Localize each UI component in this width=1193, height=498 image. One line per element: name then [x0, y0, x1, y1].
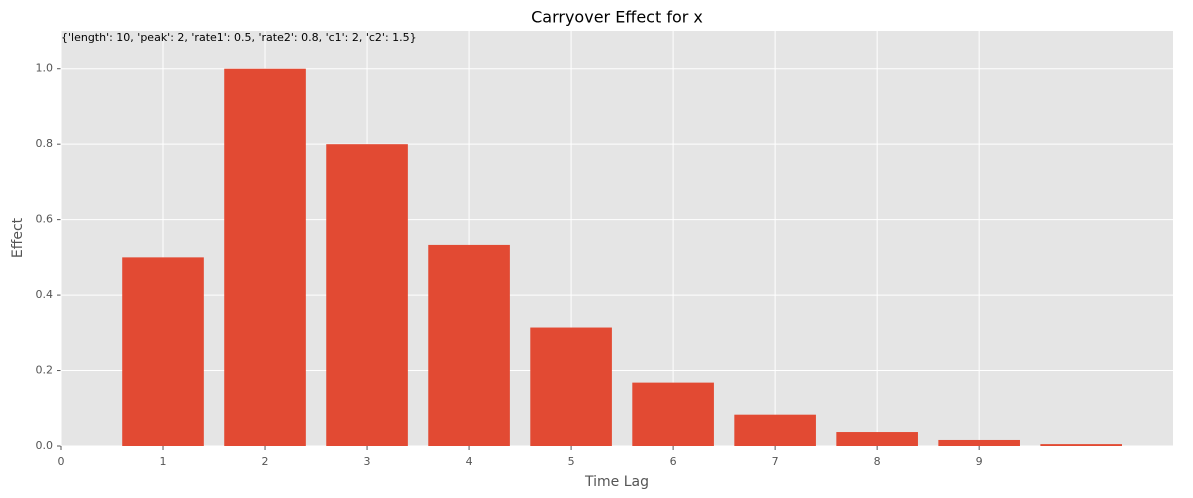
annotation: {'length': 10, 'peak': 2, 'rate1': 0.5, …: [61, 31, 417, 44]
y-tick-label: 1.0: [36, 62, 54, 75]
y-tick-label: 0.6: [36, 213, 54, 226]
x-tick-label: 1: [160, 455, 167, 468]
x-tick-label: 5: [568, 455, 575, 468]
bar: [122, 257, 204, 446]
bar: [428, 244, 510, 446]
bar: [224, 68, 306, 447]
y-axis-label: Effect: [10, 217, 26, 258]
bar: [836, 432, 918, 446]
bar: [734, 414, 816, 446]
x-tick-label: 6: [670, 455, 677, 468]
x-tick-label: 7: [772, 455, 779, 468]
y-tick-label: 0.8: [36, 137, 54, 150]
bar: [632, 382, 714, 446]
x-tick-label: 8: [874, 455, 881, 468]
x-tick-label: 0: [58, 455, 65, 468]
y-tick-label: 0.2: [36, 364, 54, 377]
bar: [326, 144, 408, 446]
bar: [938, 439, 1020, 446]
bar: [530, 327, 612, 446]
x-tick-label: 9: [976, 455, 983, 468]
x-tick-label: 3: [364, 455, 371, 468]
y-tick-label: 0.0: [36, 439, 54, 452]
bar: [1040, 444, 1122, 446]
y-tick-label: 0.4: [36, 288, 54, 301]
x-tick-label: 4: [466, 455, 473, 468]
x-axis-label: Time Lag: [584, 474, 649, 490]
chart-title: Carryover Effect for x: [531, 8, 703, 27]
x-tick-label: 2: [262, 455, 269, 468]
